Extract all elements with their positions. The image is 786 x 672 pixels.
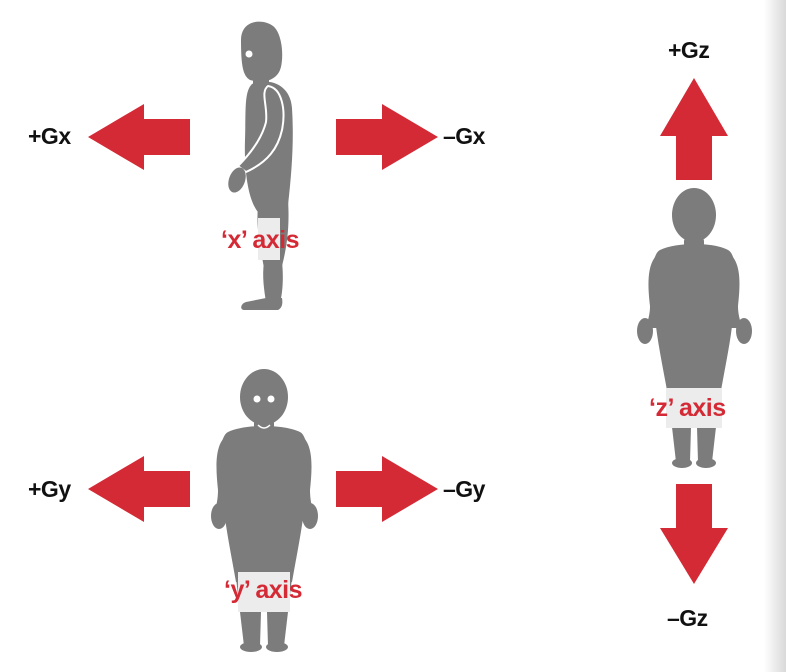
front-view-human-figure <box>211 369 318 652</box>
arrow-down-icon <box>660 484 728 584</box>
front-view-human-figure <box>637 188 752 468</box>
arrow-left-icon <box>88 104 190 170</box>
minus-gx-label: –Gx <box>443 123 485 149</box>
eye-icon <box>253 395 261 403</box>
eye-icon <box>267 395 275 403</box>
z-axis-label: ‘z’ axis <box>649 394 726 422</box>
label-band <box>258 218 280 260</box>
arrow-up-icon <box>660 78 728 180</box>
minus-gz-label: –Gz <box>667 605 708 631</box>
y-axis-label: ‘y’ axis <box>224 576 303 604</box>
plus-gx-label: +Gx <box>28 123 71 149</box>
arrow-left-icon <box>88 456 190 522</box>
label-band <box>666 388 722 428</box>
plus-gy-label: +Gy <box>28 476 71 502</box>
eye-icon <box>245 50 253 58</box>
arrow-right-icon <box>336 104 438 170</box>
page-edge-shadow <box>764 0 786 672</box>
label-band <box>238 572 290 612</box>
minus-gy-label: –Gy <box>443 476 485 502</box>
side-view-human-figure <box>228 21 293 310</box>
plus-gz-label: +Gz <box>668 37 710 63</box>
x-axis-label: ‘x’ axis <box>221 226 300 254</box>
arrow-right-icon <box>336 456 438 522</box>
collar-line <box>257 424 271 429</box>
